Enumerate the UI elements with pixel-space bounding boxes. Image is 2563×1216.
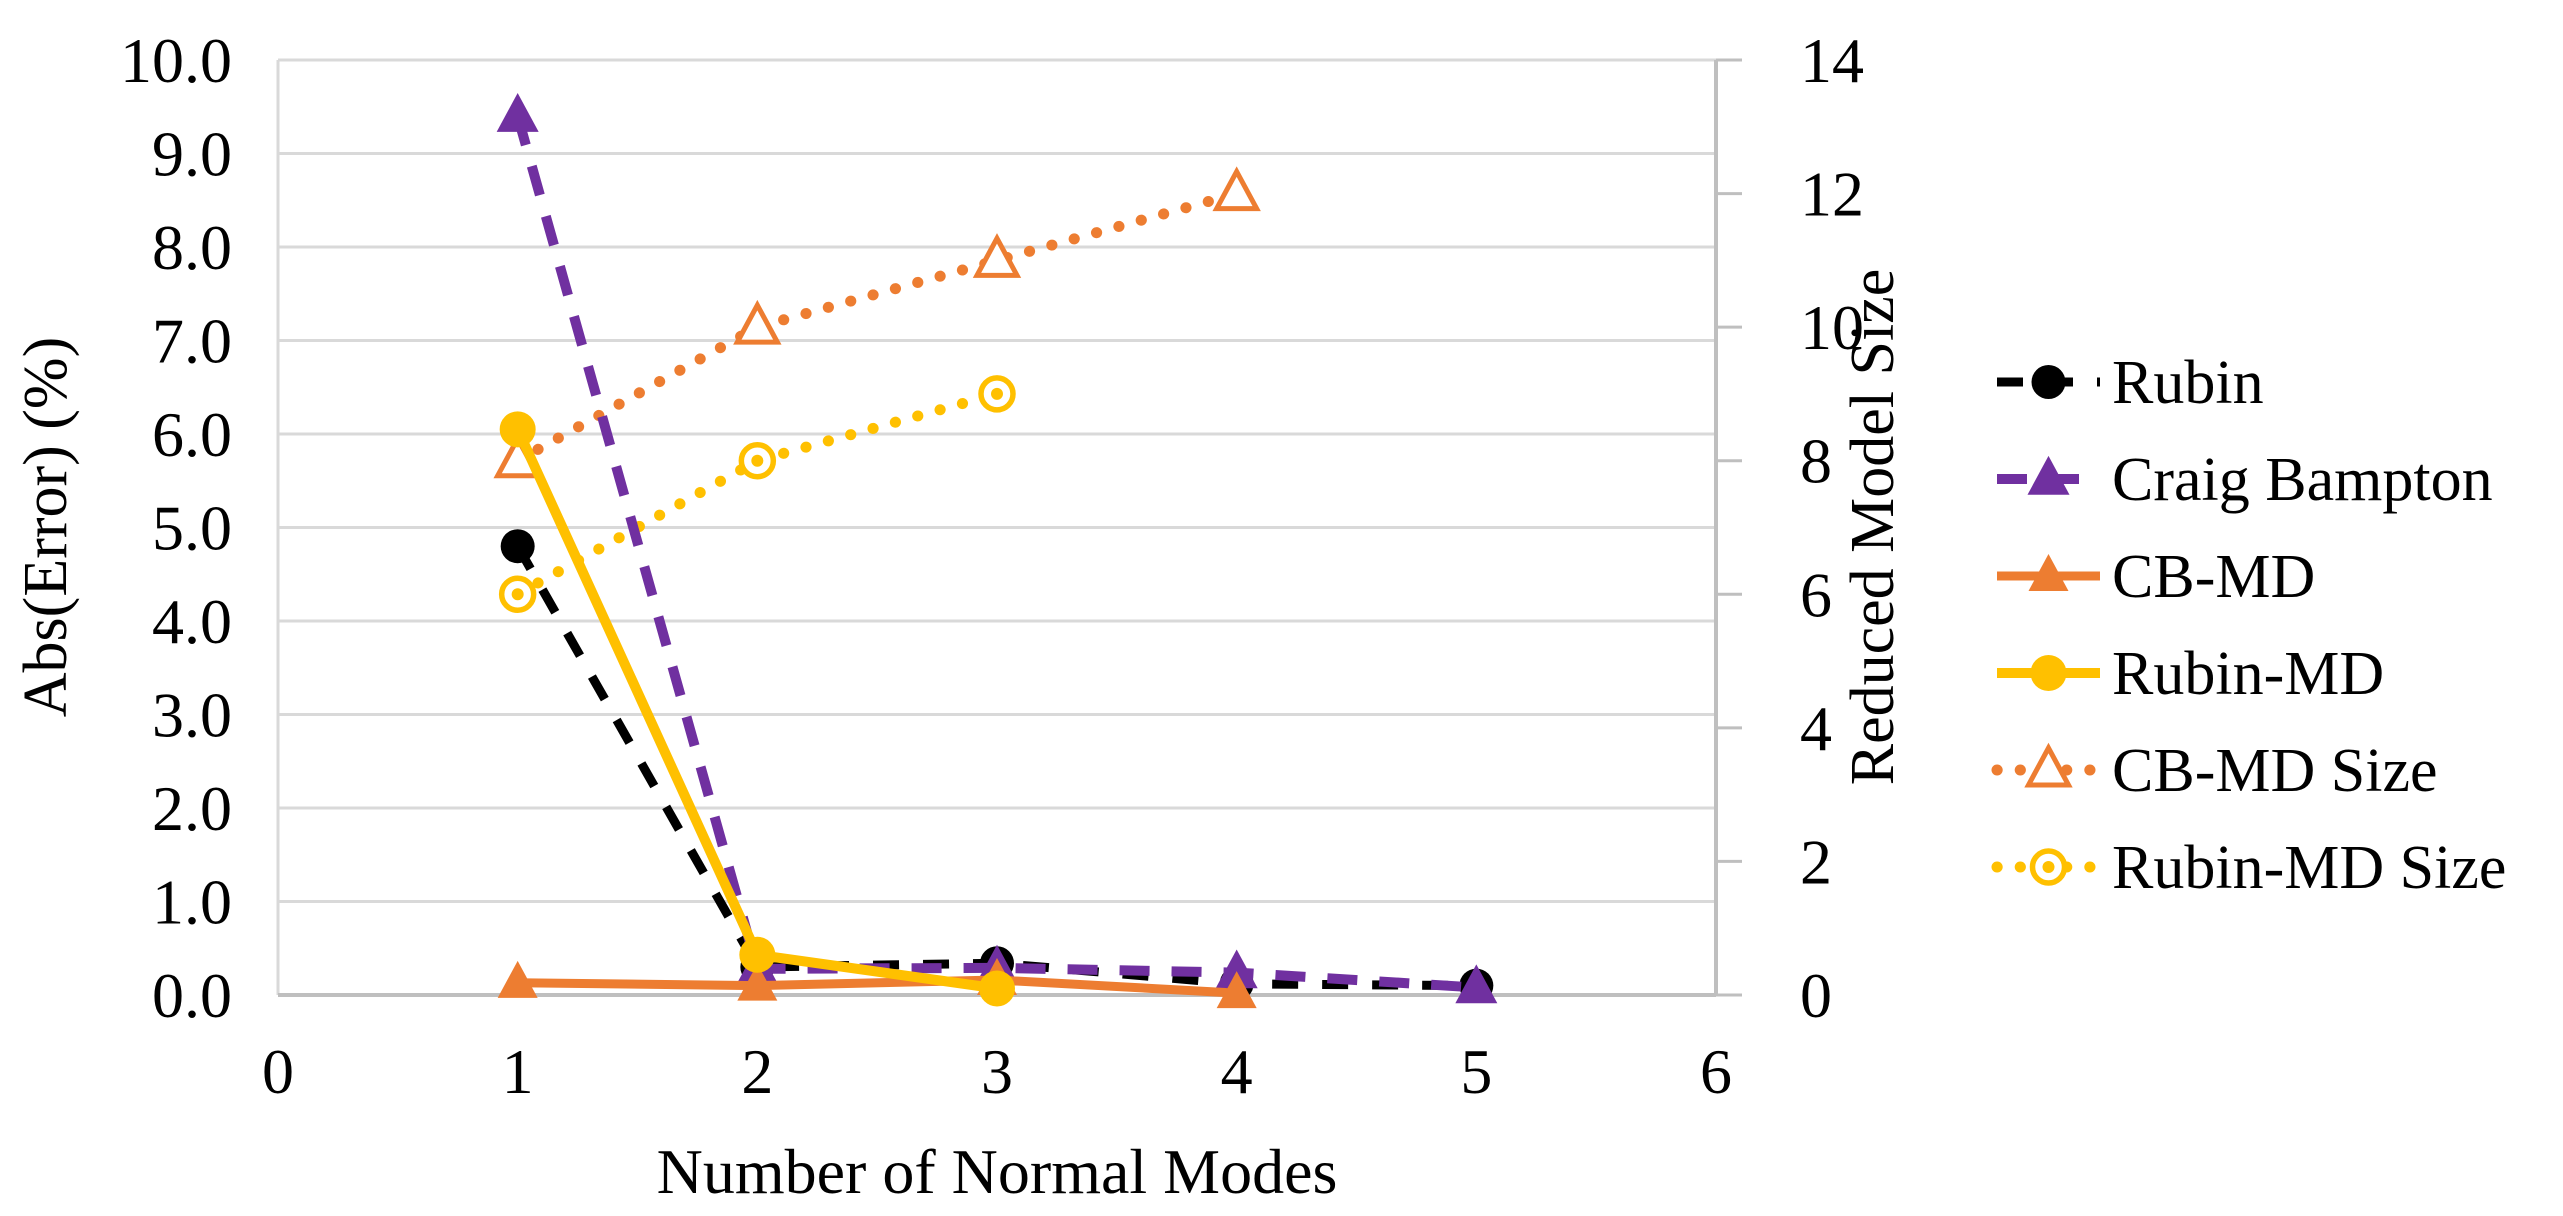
y-axis-right-tick-label: 14 bbox=[1800, 25, 1864, 96]
y-axis-left-tick-label: 7.0 bbox=[152, 306, 232, 377]
series-cb-md-size-line bbox=[512, 188, 1243, 467]
legend-item-rubin: Rubin bbox=[1997, 349, 2264, 417]
series-rubin-md-marker bbox=[739, 936, 776, 973]
y-axis-left-tick-label: 6.0 bbox=[152, 399, 232, 470]
legend-label-rubin: Rubin bbox=[2112, 349, 2264, 417]
legend-item-cb-md: CB-MD bbox=[1997, 543, 2315, 611]
y-axis-left-tick-labels: 0.0 1.0 2.0 3.0 4.0 5.0 6.0 7.0 8.0 9.0 10.0 bbox=[120, 25, 232, 1031]
series-craig-bampton-line bbox=[512, 114, 1477, 993]
y-axis-left-tick-label: 9.0 bbox=[152, 119, 232, 190]
y-axis-left-tick-label: 10.0 bbox=[120, 25, 232, 96]
y-axis-right-tick-label: 6 bbox=[1800, 559, 1832, 630]
series-cb-md-size-marker bbox=[733, 299, 782, 345]
y-axis-right-tick-labels: 0 2 4 6 8 10 12 14 bbox=[1800, 25, 1864, 1031]
series-cb-md-marker bbox=[1216, 971, 1257, 1009]
legend: Rubin Craig Bampton CB-MD Rubin-MD CB-MD Siz… bbox=[1991, 349, 2506, 902]
series-rubin-md bbox=[499, 411, 1015, 1007]
series-rubin-md-legend-marker bbox=[2030, 655, 2067, 691]
y-axis-left-tick-label: 4.0 bbox=[152, 586, 232, 657]
series-cb-md-size-legend-marker bbox=[2024, 742, 2073, 788]
x-axis-tick-label: 6 bbox=[1700, 1036, 1732, 1107]
series-rubin-marker bbox=[500, 529, 535, 564]
y-axis-right-tick-label: 8 bbox=[1800, 426, 1832, 497]
legend-label-cb-md-size: CB-MD Size bbox=[2112, 737, 2438, 805]
legend-label-craig-bampton: Craig Bampton bbox=[2112, 446, 2493, 514]
series-rubin-md-size-marker-dot bbox=[751, 454, 764, 467]
series-craig-bampton-marker bbox=[1455, 964, 1498, 1004]
legend-label-rubin-md: Rubin-MD bbox=[2112, 640, 2384, 708]
y-axis-left-tick-label: 5.0 bbox=[152, 493, 232, 564]
legend-label-cb-md: CB-MD bbox=[2112, 543, 2315, 611]
series-cb-md-size-marker bbox=[972, 233, 1022, 278]
series-cb-md-marker bbox=[737, 963, 778, 1001]
legend-item-rubin-md: Rubin-MD bbox=[1997, 640, 2384, 708]
y-axis-left-title: Abs(Error) (%) bbox=[12, 337, 80, 717]
x-axis-title: Number of Normal Modes bbox=[657, 1136, 1338, 1207]
series-cb-md-size-marker bbox=[1212, 166, 1261, 212]
series-rubin-md-size bbox=[498, 375, 1016, 614]
series-rubin-md-size-marker-dot bbox=[991, 387, 1003, 400]
y-axis-right-tick-label: 2 bbox=[1800, 826, 1832, 897]
y-axis-right-tick-label: 12 bbox=[1800, 159, 1864, 230]
y-axis-left-tick-label: 1.0 bbox=[152, 867, 232, 938]
x-axis-tick-label: 1 bbox=[502, 1036, 534, 1107]
series-craig-bampton-marker bbox=[1215, 949, 1258, 989]
y-axis-right-title: Reduced Model Size bbox=[1839, 269, 1907, 786]
y-axis-left-tick-label: 8.0 bbox=[152, 212, 232, 283]
right-axis bbox=[1714, 58, 1742, 997]
legend-label-rubin-md-size: Rubin-MD Size bbox=[2112, 834, 2506, 902]
legend-item-craig-bampton: Craig Bampton bbox=[1997, 446, 2493, 514]
series-rubin-md-marker bbox=[979, 970, 1015, 1007]
series-rubin-md-marker bbox=[499, 411, 536, 448]
legend-item-cb-md-size: CB-MD Size bbox=[1991, 737, 2438, 805]
series-craig-bampton-legend-marker bbox=[2027, 455, 2070, 495]
y-axis-left-tick-label: 0.0 bbox=[152, 960, 232, 1031]
y-axis-right-tick-label: 10 bbox=[1800, 292, 1864, 363]
series-rubin-md-size-marker-dot bbox=[511, 588, 524, 601]
x-axis-tick-label: 0 bbox=[262, 1036, 294, 1107]
series-cb-md-size bbox=[493, 166, 1261, 479]
y-axis-left-tick-label: 2.0 bbox=[152, 773, 232, 844]
series-rubin-legend-marker bbox=[2031, 365, 2066, 399]
x-axis-tick-label: 5 bbox=[1460, 1036, 1492, 1107]
y-axis-left-tick-label: 3.0 bbox=[152, 680, 232, 751]
series-cb-md-marker bbox=[497, 960, 538, 998]
y-axis-right-tick-label: 0 bbox=[1800, 960, 1832, 1031]
series-rubin-md-size-legend-marker-dot bbox=[2042, 861, 2055, 873]
series-craig-bampton-marker bbox=[496, 93, 539, 132]
y-axis-right-tick-label: 4 bbox=[1800, 693, 1832, 764]
series-cb-md-line bbox=[517, 975, 1237, 998]
plot-gridlines bbox=[278, 58, 1716, 903]
series-cb-md-legend-marker bbox=[2028, 554, 2069, 591]
legend-item-rubin-md-size: Rubin-MD Size bbox=[1991, 834, 2506, 902]
x-axis-tick-labels: 0 1 2 3 4 5 6 bbox=[262, 1036, 1732, 1107]
x-axis-tick-label: 2 bbox=[741, 1036, 773, 1107]
x-axis-tick-label: 3 bbox=[981, 1036, 1013, 1107]
x-axis-tick-label: 4 bbox=[1221, 1036, 1253, 1107]
